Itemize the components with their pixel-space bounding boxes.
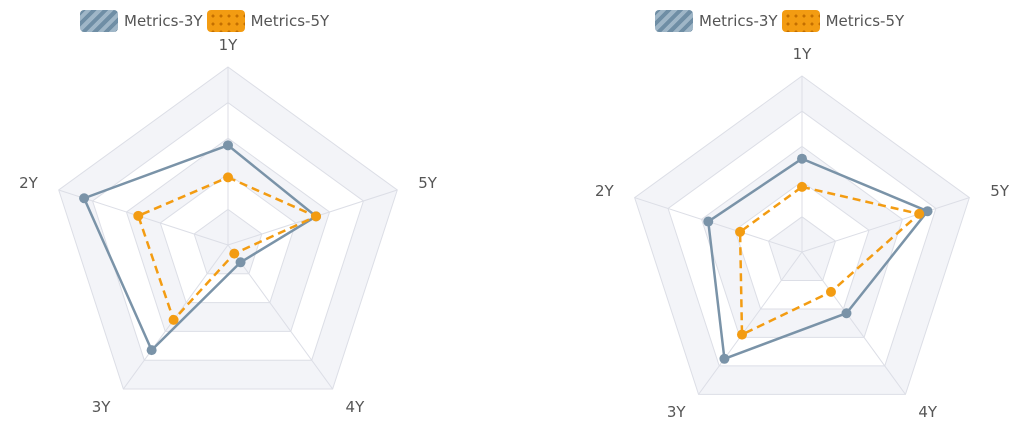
axis-label-3y: 3Y	[92, 398, 112, 416]
radar-axis-line	[227, 244, 334, 390]
data-point-metrics-5y-4y[interactable]	[825, 286, 836, 297]
legend-swatch-metrics-3y	[655, 10, 693, 32]
axis-label-4y: 4Y	[346, 398, 366, 416]
data-point-metrics-3y-4y[interactable]	[235, 257, 246, 268]
axis-label-5y: 5Y	[990, 182, 1010, 200]
axis-label-5y: 5Y	[418, 174, 438, 192]
data-point-metrics-5y-4y[interactable]	[229, 248, 240, 259]
axis-label-2y: 2Y	[19, 174, 39, 192]
data-point-metrics-5y-5y[interactable]	[914, 208, 925, 219]
data-point-metrics-3y-1y[interactable]	[223, 140, 233, 151]
legend-right: Metrics-3Y Metrics-5Y	[655, 10, 904, 32]
axis-label-4y: 4Y	[918, 403, 938, 421]
legend-label-metrics-5y: Metrics-5Y	[825, 12, 905, 30]
legend-left: Metrics-3Y Metrics-5Y	[80, 10, 329, 32]
data-point-metrics-5y-2y[interactable]	[735, 226, 746, 237]
radar-chart-right-svg: 1Y 5Y 4Y 3Y 2Y	[595, 45, 1010, 421]
legend-item-metrics-3y[interactable]: Metrics-3Y	[80, 10, 203, 32]
series-line-metrics-5y	[137, 176, 318, 322]
data-point-metrics-5y-3y[interactable]	[736, 329, 747, 340]
radar-axis-line	[801, 251, 906, 395]
radar-chart-left-svg: 1Y 5Y 4Y 3Y 2Y	[19, 36, 438, 416]
data-point-metrics-3y-2y[interactable]	[703, 216, 714, 227]
radar-chart-left: 1Y 5Y 4Y 3Y 2Y Metrics-3Y Metrics-5Y	[0, 0, 455, 427]
data-point-metrics-3y-1y[interactable]	[797, 153, 807, 164]
legend-label-metrics-5y: Metrics-5Y	[250, 12, 330, 30]
axis-label-3y: 3Y	[667, 403, 687, 421]
radar-axis-line	[698, 251, 803, 395]
legend-item-metrics-5y[interactable]: Metrics-5Y	[781, 10, 905, 32]
legend-swatch-metrics-3y	[80, 10, 118, 32]
axis-label-1y: 1Y	[219, 36, 239, 54]
legend-item-metrics-3y[interactable]: Metrics-3Y	[655, 10, 778, 32]
legend-swatch-metrics-5y	[206, 10, 245, 32]
legend-item-metrics-5y[interactable]: Metrics-5Y	[206, 10, 330, 32]
data-point-metrics-3y-3y[interactable]	[146, 345, 157, 356]
data-point-metrics-3y-3y[interactable]	[719, 353, 730, 364]
axis-label-2y: 2Y	[595, 182, 615, 200]
radar-axis-line	[634, 197, 803, 253]
radar-axis-line	[801, 197, 970, 253]
data-point-metrics-3y-4y[interactable]	[841, 308, 852, 319]
data-point-metrics-5y-3y[interactable]	[168, 314, 179, 325]
series-line-metrics-3y	[707, 157, 929, 361]
data-point-metrics-5y-2y[interactable]	[133, 210, 144, 221]
data-point-metrics-3y-5y[interactable]	[922, 206, 933, 217]
series-line-metrics-5y	[738, 185, 921, 336]
legend-label-metrics-3y: Metrics-3Y	[699, 12, 778, 30]
legend-label-metrics-3y: Metrics-3Y	[124, 12, 203, 30]
axis-label-1y: 1Y	[793, 45, 813, 63]
radar-chart-right: 1Y 5Y 4Y 3Y 2Y Metrics-3Y Metrics-5Y	[575, 0, 1023, 427]
legend-swatch-metrics-5y	[781, 10, 820, 32]
data-point-metrics-5y-1y[interactable]	[223, 172, 233, 183]
data-point-metrics-3y-2y[interactable]	[79, 193, 90, 204]
data-point-metrics-5y-1y[interactable]	[797, 181, 807, 192]
data-point-metrics-5y-5y[interactable]	[311, 211, 322, 222]
series-line-metrics-3y	[82, 144, 318, 352]
